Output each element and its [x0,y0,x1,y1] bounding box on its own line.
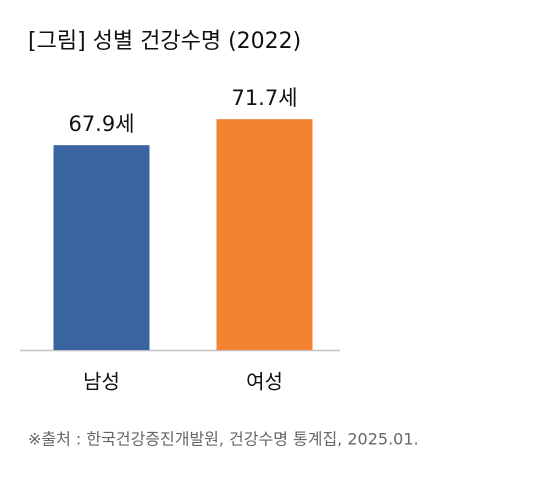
value-label: 67.9세 [68,112,134,136]
value-label: 71.7세 [231,86,297,110]
chart-title: [그림] 성별 건강수명 (2022) [28,29,301,54]
source-note: ※출처 : 한국건강증진개발원, 건강수명 통계집, 2025.01. [28,430,419,449]
x-tick-label: 남성 [83,370,120,394]
bar [216,119,313,350]
bar [53,145,150,350]
x-tick-label: 여성 [246,370,283,394]
